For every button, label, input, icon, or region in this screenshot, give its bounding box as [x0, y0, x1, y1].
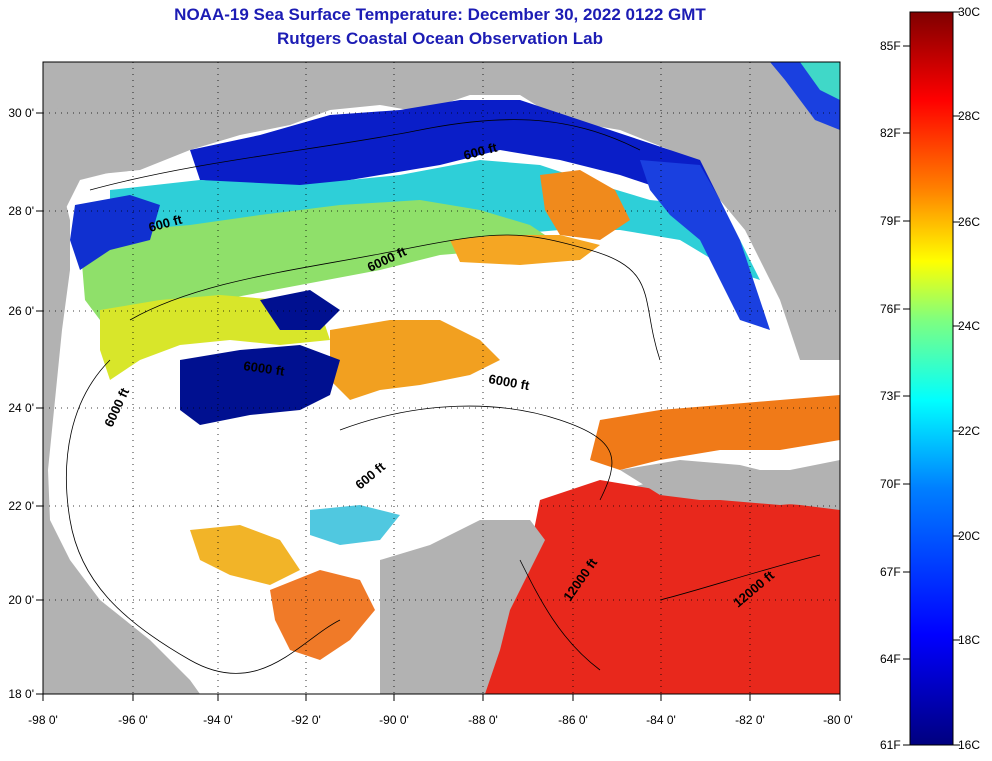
lat-tick-label: 18 0' [8, 687, 34, 701]
colorbar-gradient [909, 11, 954, 746]
colorbar-c-label: 24C [958, 319, 980, 333]
colorbar-f-label: 61F [880, 738, 901, 752]
plot-frame [42, 61, 841, 695]
lon-tick-label: -94 0' [203, 713, 233, 727]
contour-label: 6000 ft [487, 371, 531, 393]
graticule [43, 62, 840, 694]
map-plot: 600 ft 600 ft 6000 ft 6000 ft 6000 ft 60… [43, 62, 840, 694]
colorbar-c-label: 28C [958, 109, 980, 123]
contour-6000ft-loop [66, 359, 341, 674]
lon-tick-label: -86 0' [558, 713, 588, 727]
lon-tick-label: -98 0' [28, 713, 58, 727]
colorbar-c-label: 30C [958, 5, 980, 19]
colorbar-f-label: 73F [880, 389, 901, 403]
contour-600ft [89, 119, 641, 191]
colorbar-c-label: 22C [958, 424, 980, 438]
lat-tick-label: 26 0' [8, 304, 34, 318]
lon-tick-label: -92 0' [291, 713, 321, 727]
sst-orange-campeche [270, 570, 375, 660]
land-cuba [620, 460, 840, 510]
lon-tick-label: -80 0' [823, 713, 853, 727]
contour-12000ft-west [519, 559, 601, 671]
land-florida [720, 70, 840, 360]
sst-cyan-atlantic [800, 62, 840, 100]
lat-tick-label: 28 0' [8, 204, 34, 218]
map-subtitle: Rutgers Coastal Ocean Observation Lab [277, 29, 603, 48]
latitude-axis: 30 0' 28 0' 26 0' 24 0' 22 0' 20 0' 18 0… [8, 106, 43, 701]
sst-orange-straits [590, 395, 840, 470]
sst-red-south [480, 480, 840, 694]
longitude-axis: -98 0' -96 0' -94 0' -92 0' -90 0' -88 0… [28, 694, 853, 727]
land-us-north [43, 62, 770, 180]
sst-cyan-southwest [310, 505, 400, 545]
colorbar-f-label: 70F [880, 477, 901, 491]
sst-yellow-southwest [190, 525, 300, 585]
lon-tick-label: -82 0' [735, 713, 765, 727]
colorbar-f-label: 85F [880, 39, 901, 53]
land-mexico-west [43, 62, 200, 694]
colorbar-c-label: 26C [958, 215, 980, 229]
colorbar-f-label: 67F [880, 565, 901, 579]
sst-green-band [80, 200, 560, 320]
contour-label: 6000 ft [243, 358, 287, 379]
contour-6000ft-south [339, 405, 613, 501]
lat-tick-label: 30 0' [8, 106, 34, 120]
colorbar-c-label: 20C [958, 529, 980, 543]
sst-orange-ne [540, 170, 630, 240]
map-title: NOAA-19 Sea Surface Temperature: Decembe… [174, 5, 706, 24]
lon-tick-label: -90 0' [379, 713, 409, 727]
sst-blue-west [70, 195, 160, 270]
lat-tick-label: 20 0' [8, 593, 34, 607]
land-yucatan [380, 520, 545, 694]
colorbar-f-label: 82F [880, 126, 901, 140]
sst-darkblue-patch [180, 345, 340, 425]
colorbar-c-label: 18C [958, 633, 980, 647]
lat-tick-label: 24 0' [8, 401, 34, 415]
contour-12000ft-east [659, 554, 821, 601]
sst-orange-mid [330, 320, 500, 400]
lon-tick-label: -96 0' [118, 713, 148, 727]
lat-tick-label: 22 0' [8, 499, 34, 513]
colorbar-c-label: 16C [958, 738, 980, 752]
colorbar-f-label: 76F [880, 302, 901, 316]
colorbar-f-label: 79F [880, 214, 901, 228]
lon-tick-label: -88 0' [468, 713, 498, 727]
colorbar-f-label: 64F [880, 652, 901, 666]
sst-blue-north [190, 100, 720, 200]
lon-tick-label: -84 0' [646, 713, 676, 727]
sst-blue-fl-shelf [640, 160, 770, 330]
sst-darkblue-patch-2 [260, 290, 340, 330]
temperature-colorbar: 85F 82F 79F 76F 73F 70F 67F 64F 61F 30C … [880, 5, 980, 752]
contour-6000ft-north [129, 234, 661, 361]
